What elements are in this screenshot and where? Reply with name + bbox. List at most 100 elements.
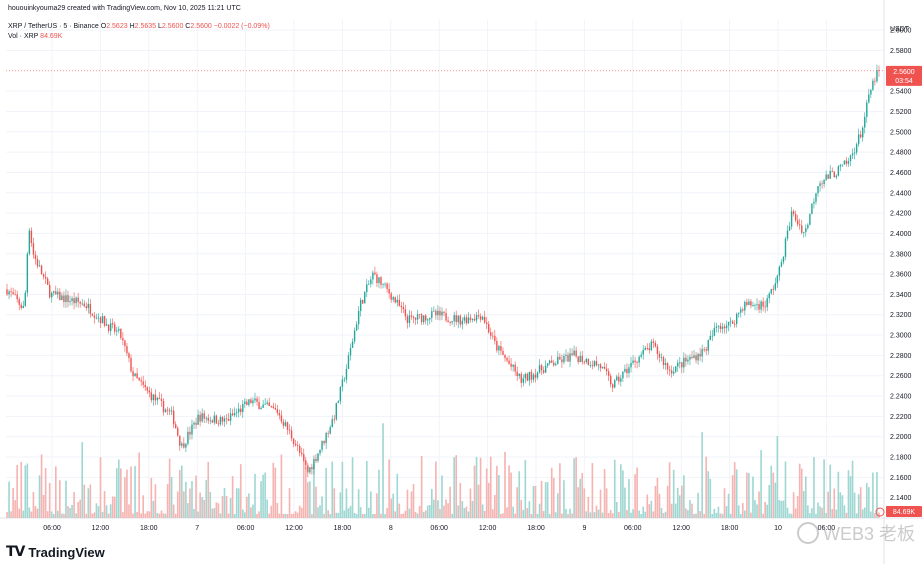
volume-bar [298, 505, 301, 518]
candle-body [366, 284, 368, 293]
candle-body [396, 299, 398, 303]
candle-body [8, 291, 10, 295]
volume-bar [709, 478, 712, 518]
volume-bar [36, 508, 39, 518]
y-tick-label: 2.2600 [890, 373, 912, 380]
candle-body [670, 370, 673, 374]
candle-body [418, 314, 421, 316]
volume-bar [546, 482, 549, 518]
candle-body [233, 413, 236, 416]
candle-body [760, 301, 762, 310]
candle-body [402, 307, 405, 310]
volume-bar [735, 469, 738, 518]
volume-bar [178, 469, 181, 518]
volume-bar [752, 476, 754, 518]
x-tick-label: 9 [582, 525, 586, 532]
candle-body [146, 387, 148, 391]
volume-bar [654, 485, 657, 518]
candle-body [878, 70, 880, 71]
volume-bar [199, 492, 201, 518]
volume-bar [855, 513, 858, 518]
candle-body [227, 419, 230, 421]
candle-body [658, 354, 661, 358]
candle-body [831, 170, 833, 172]
candle-body [260, 407, 262, 409]
volume-bar [75, 513, 77, 518]
volume-bar [831, 508, 834, 518]
volume-bar [522, 509, 525, 518]
volume-bar [731, 475, 734, 518]
open-label: O [100, 23, 107, 30]
volume-bar [254, 473, 256, 518]
candle-body [843, 160, 846, 165]
volume-bar [138, 452, 140, 518]
candle-body [618, 376, 620, 382]
volume-bar [829, 464, 832, 518]
candle-body [821, 183, 823, 185]
candle-body [73, 298, 75, 304]
volume-bar [786, 507, 789, 518]
candle-body [341, 379, 344, 387]
volume-bar [595, 505, 598, 518]
candle-body [105, 324, 108, 326]
candle-body [483, 316, 486, 323]
candle-body [735, 313, 738, 324]
open-value: 2.5623 [106, 23, 128, 30]
candle-body [571, 353, 573, 356]
candle-body [160, 398, 163, 402]
volume-bar [280, 454, 283, 518]
candle-body [431, 311, 433, 318]
volume-bar [646, 494, 649, 518]
volume-bar [593, 512, 596, 518]
tradingview-logo[interactable]: TV TradingView [6, 544, 105, 560]
y-tick-label: 2.3600 [890, 272, 912, 279]
candle-body [425, 315, 427, 321]
volume-bar [835, 509, 838, 518]
volume-bar [800, 468, 803, 518]
volume-bar [325, 468, 327, 518]
candle-body [382, 283, 384, 285]
volume-bar [154, 484, 157, 518]
candle-body [707, 340, 709, 351]
volume-bar [459, 482, 462, 518]
candle-body [36, 259, 39, 267]
candle-body [142, 381, 144, 385]
candle-body [274, 407, 277, 410]
candle-body [799, 224, 801, 226]
y-tick-label: 2.4200 [890, 211, 912, 218]
volume-bar [209, 491, 212, 518]
volume-bar [288, 488, 291, 518]
candle-body [170, 410, 173, 412]
volume-bar [374, 513, 376, 518]
volume-bar [59, 480, 61, 518]
volume-bar [512, 506, 514, 518]
volume-legend: Vol · XRP 84.69K [8, 33, 62, 40]
candle-body [254, 398, 256, 401]
volume-bar [292, 513, 295, 518]
volume-bar [191, 481, 193, 518]
volume-bar [99, 457, 102, 518]
candle-body [782, 256, 785, 263]
countdown-label: 03:54 [895, 78, 913, 85]
candle-body [213, 415, 216, 423]
volume-bar [168, 458, 171, 518]
volume-bar [587, 496, 590, 518]
candle-body [575, 350, 577, 357]
candle-body [689, 356, 691, 360]
volume-bar [272, 462, 275, 518]
candle-body [357, 310, 360, 325]
candle-body [140, 380, 142, 382]
candle-body [296, 445, 299, 447]
volume-bar [347, 508, 350, 518]
candle-body [353, 330, 356, 342]
volume-bar [498, 475, 500, 518]
candle-body [577, 356, 579, 363]
x-tick-label: 8 [389, 525, 393, 532]
volume-bar [404, 510, 407, 518]
candle-body [453, 315, 455, 322]
candle-body [359, 299, 362, 311]
volume-bar [475, 456, 478, 518]
candle-body [569, 353, 571, 362]
candle-body [97, 317, 100, 319]
